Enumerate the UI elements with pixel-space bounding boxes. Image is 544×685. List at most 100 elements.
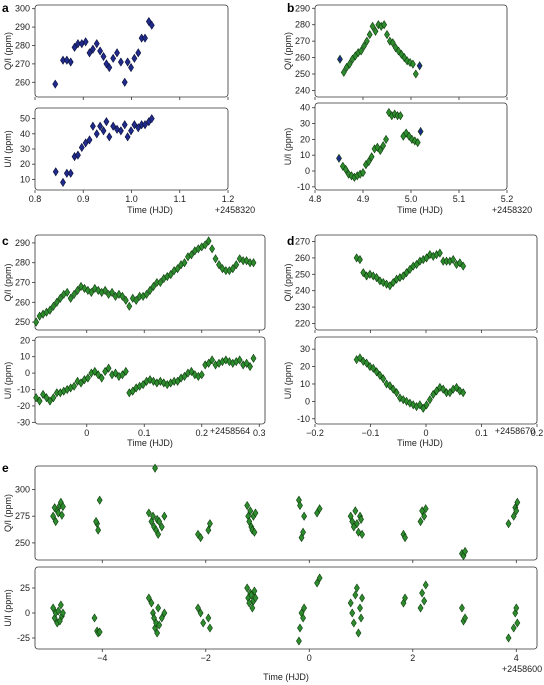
data-point [300, 527, 306, 537]
data-point [152, 463, 158, 473]
data-point [131, 120, 138, 130]
data-point [91, 366, 98, 377]
data-point [358, 514, 364, 524]
x-tick-label: 5.1 [453, 194, 466, 204]
y-tick-label: 40 [20, 129, 30, 139]
data-point [386, 107, 392, 118]
data-point [513, 506, 520, 516]
data-point [114, 48, 120, 58]
data-point [460, 388, 467, 398]
x-offset-label: +2458564 [210, 426, 250, 436]
data-point [417, 603, 424, 613]
y-axis-label: U/I (ppm) [283, 362, 293, 400]
data-point [60, 177, 66, 187]
y-tick-label: 250 [295, 269, 310, 279]
data-point [52, 167, 59, 177]
data-point [74, 376, 81, 386]
data-point [212, 254, 219, 264]
data-point [380, 374, 387, 384]
panel-label-a: a [2, 1, 9, 15]
data-point [110, 121, 117, 131]
y-tick-label: -10 [297, 182, 310, 192]
data-point [47, 305, 53, 315]
y-tick-label: 280 [15, 258, 30, 268]
subplot-a-bottom: 10 20 30 40 50 U/I (ppm) 0.8 0.9 1.0 1.1 1.2 [3, 107, 234, 204]
x-tick-label: 0 [307, 653, 312, 663]
x-tick-label: −2 [201, 653, 211, 663]
data-point [57, 293, 64, 303]
data-point [131, 53, 138, 63]
data-point [119, 291, 126, 301]
x-offset-label: +2458670 [495, 426, 535, 436]
data-point [156, 620, 163, 630]
data-point [426, 395, 433, 405]
data-point [119, 370, 126, 380]
data-point [357, 603, 363, 613]
data-point [205, 358, 212, 368]
data-point [150, 511, 156, 521]
y-tick-label: 260 [15, 297, 30, 307]
data-point [316, 504, 323, 514]
data-point [462, 613, 468, 623]
data-point [410, 59, 416, 69]
data-point [357, 255, 363, 265]
data-point [47, 396, 53, 406]
x-axis-label: Time (HJD) [127, 205, 173, 215]
data-point [373, 367, 380, 377]
y-tick-label: 240 [295, 85, 310, 95]
y-axis-label: Q/I (ppm) [3, 494, 13, 532]
data-point [412, 69, 419, 79]
data-point [67, 57, 74, 67]
data-point [236, 355, 243, 365]
subplot-b-top: 240 250 260 270 280 290 Q/I (ppm) [283, 3, 508, 100]
data-point [216, 260, 222, 270]
data-point [95, 370, 102, 380]
data-point [383, 279, 390, 289]
panel-label-e: e [2, 461, 9, 475]
data-point [301, 511, 308, 521]
data-point [244, 500, 251, 511]
y-tick-label: 40 [300, 103, 310, 113]
data-point [381, 20, 388, 30]
data-point [96, 627, 103, 637]
data-point [375, 20, 382, 30]
data-point [414, 137, 421, 148]
data-point [58, 510, 65, 520]
y-tick-label: 25 [20, 583, 30, 593]
data-point [353, 519, 360, 529]
data-point [340, 67, 347, 77]
data-point [109, 287, 115, 297]
panel-label-c: c [2, 234, 9, 248]
y-tick-label: -10 [17, 385, 30, 395]
data-point [40, 389, 46, 400]
data-point [422, 504, 429, 514]
y-tick-label: 270 [295, 36, 310, 46]
data-point [345, 169, 352, 179]
data-point [387, 381, 393, 391]
y-tick-label: 20 [20, 335, 30, 345]
data-point [359, 529, 365, 539]
data-point [368, 152, 375, 162]
data-point [122, 366, 129, 377]
data-point [181, 371, 188, 381]
data-point [297, 500, 303, 511]
data-point [124, 132, 131, 142]
data-point [124, 57, 131, 67]
x-tick-label: 2 [410, 653, 415, 663]
data-point [53, 297, 60, 307]
x-tick-label: 1.0 [125, 194, 138, 204]
data-point [297, 623, 303, 633]
y-tick-label: 290 [15, 22, 30, 32]
plot-frame [34, 336, 266, 425]
data-point [102, 366, 109, 377]
data-point [423, 400, 430, 410]
data-point [205, 236, 212, 246]
x-tick-label: 0.2 [531, 428, 544, 438]
data-point [386, 36, 393, 46]
data-point [154, 628, 161, 638]
data-point [347, 598, 354, 608]
data-point [430, 389, 437, 399]
subplot-a-top: 260 270 280 290 300 Q/I (ppm) [3, 4, 229, 100]
data-point [82, 138, 89, 148]
data-point [363, 358, 370, 368]
